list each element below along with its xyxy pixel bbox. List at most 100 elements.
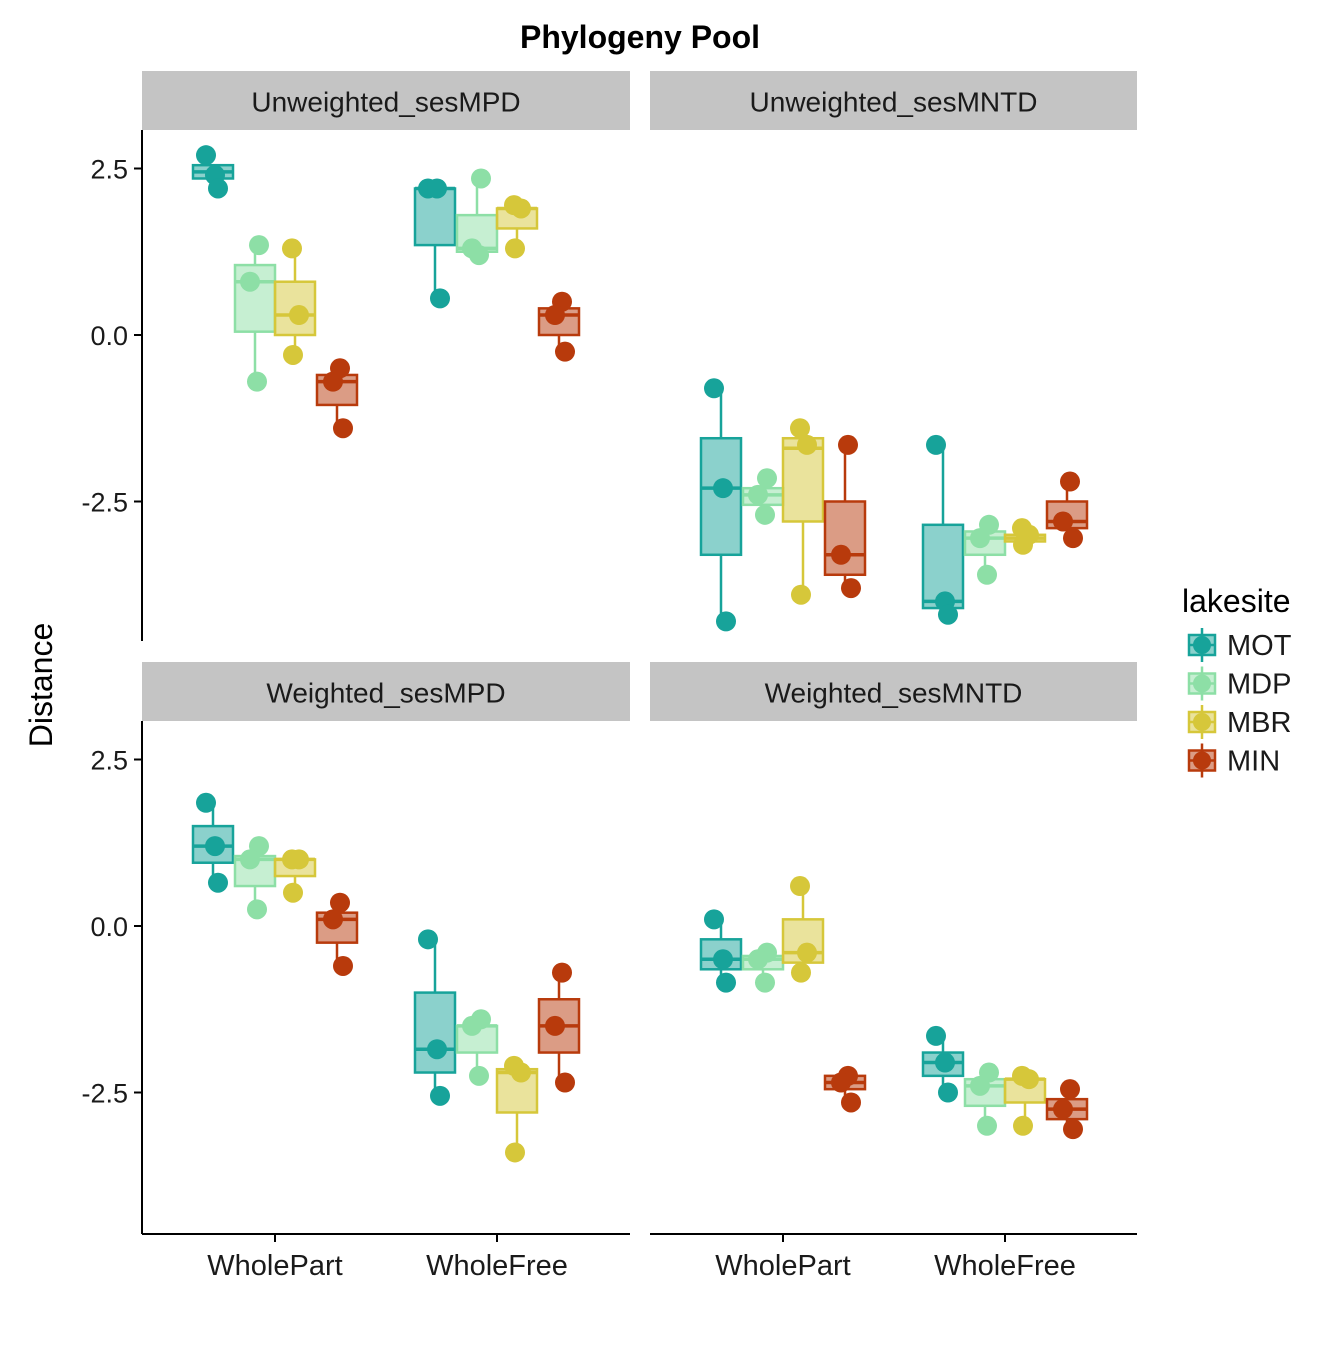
data-point (471, 168, 491, 189)
data-point (247, 371, 267, 392)
data-point (196, 792, 216, 813)
y-tick-label: 0.0 (90, 321, 128, 351)
data-point (323, 909, 343, 930)
data-point (755, 972, 775, 993)
data-point (755, 504, 775, 525)
panel-unweighted-sesmpd: Unweighted_sesMPD 2.5 0.0 -2.5 (81, 71, 630, 641)
box-body (413, 991, 457, 1074)
panel-unweighted-sesmntd: Unweighted_sesMNTD (650, 71, 1137, 632)
data-point (552, 962, 572, 983)
chart-title: Phylogeny Pool (520, 19, 760, 55)
data-point (1053, 511, 1073, 532)
y-tick-label: 2.5 (90, 155, 128, 185)
data-point (748, 949, 768, 970)
legend-item-label: MDP (1227, 669, 1291, 701)
data-point (1013, 1115, 1033, 1136)
data-point (1063, 528, 1083, 549)
data-point (208, 178, 228, 199)
data-point (791, 584, 811, 605)
box-min-wholefree (537, 291, 581, 362)
data-point (938, 604, 958, 625)
box-min-wholefree (1045, 1079, 1089, 1140)
box-mbr-wholefree (1003, 1065, 1047, 1136)
data-point (926, 434, 946, 455)
box-min-wholepart (315, 892, 359, 976)
data-point (505, 1142, 525, 1163)
legend: lakesite MOT MDP MBR MIN (1182, 583, 1292, 778)
data-point (791, 962, 811, 983)
box-min-wholepart (823, 434, 867, 599)
panels-layer: Unweighted_sesMPD 2.5 0.0 -2.5 Unweighted_se… (81, 71, 1137, 1282)
data-point (716, 972, 736, 993)
data-point (208, 872, 228, 893)
data-point (748, 484, 768, 505)
box-mdp-wholepart (233, 235, 277, 392)
box-min-wholefree (1045, 471, 1089, 549)
data-point (1013, 534, 1033, 555)
data-point (249, 235, 269, 256)
facet-strip (142, 71, 630, 130)
box-mdp-wholefree (455, 1009, 499, 1086)
data-point (283, 344, 303, 365)
panel-weighted-sesmpd: Weighted_sesMPD 2.5 0.0 -2.5 WholePart WholeF… (81, 662, 630, 1282)
data-point (282, 238, 302, 259)
data-point (1060, 1079, 1080, 1100)
box-mbr-wholefree (495, 195, 539, 259)
data-point (1063, 1119, 1083, 1140)
data-point (757, 468, 777, 489)
x-tick-label: WholePart (715, 1250, 850, 1282)
data-point (333, 955, 353, 976)
data-point (713, 949, 733, 970)
legend-key-point (1193, 751, 1211, 770)
data-point (427, 1039, 447, 1060)
data-point (283, 882, 303, 903)
legend-item-label: MBR (1227, 707, 1291, 739)
legend-item-label: MOT (1227, 630, 1292, 662)
box-mbr-wholefree (495, 1055, 539, 1163)
box-mot-wholepart (191, 792, 235, 893)
box-mbr-wholepart (781, 418, 825, 605)
box-mdp-wholefree (455, 168, 499, 266)
box-mbr-wholepart (273, 238, 317, 365)
facet-strip-label: Unweighted_sesMNTD (750, 87, 1038, 118)
data-point (462, 1015, 482, 1036)
data-point (330, 892, 350, 913)
data-point (704, 909, 724, 930)
legend-key-point (1193, 674, 1211, 693)
x-tick-label: WholeFree (934, 1250, 1076, 1282)
facet-strip (650, 662, 1137, 721)
data-point (545, 305, 565, 326)
facet-strip-label: Unweighted_sesMPD (251, 87, 520, 118)
y-tick-label: -2.5 (81, 1079, 128, 1109)
facet-strip (650, 71, 1137, 130)
legend-key-point (1193, 713, 1211, 731)
data-point (247, 899, 267, 920)
y-tick-label: 2.5 (90, 746, 128, 776)
box-mdp-wholefree (963, 1062, 1007, 1136)
box-mdp-wholepart (233, 836, 277, 920)
box-mdp-wholepart (741, 468, 785, 525)
box-mbr-wholepart (273, 849, 317, 903)
box-mot-wholepart (191, 145, 235, 199)
data-point (713, 478, 733, 499)
legend-title: lakesite (1182, 583, 1291, 619)
legend-item-mdp: MDP (1187, 666, 1291, 701)
facet-strip-label: Weighted_sesMPD (266, 678, 505, 709)
data-point (289, 849, 309, 870)
data-point (970, 1075, 990, 1096)
box-min-wholepart (315, 358, 359, 439)
data-point (831, 1072, 851, 1093)
data-point (430, 1085, 450, 1106)
facet-strip (142, 662, 630, 721)
data-point (1060, 471, 1080, 492)
data-point (323, 371, 343, 392)
box-min-wholefree (537, 962, 581, 1093)
legend-item-min: MIN (1187, 743, 1280, 778)
box-mbr-wholefree (1003, 518, 1047, 555)
data-point (205, 836, 225, 857)
data-point (926, 1025, 946, 1046)
data-point (511, 1062, 531, 1083)
box-mdp-wholefree (963, 514, 1007, 585)
